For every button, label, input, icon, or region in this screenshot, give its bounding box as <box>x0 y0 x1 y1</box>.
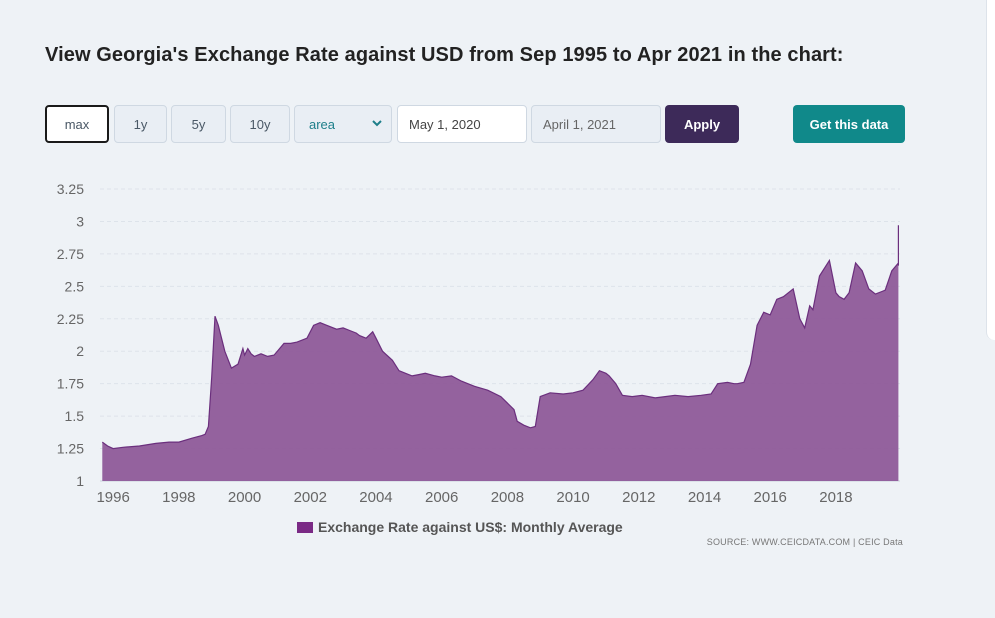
y-tick-label: 1.75 <box>57 376 84 392</box>
range-button-1y[interactable]: 1y <box>114 105 167 143</box>
x-tick-label: 2012 <box>622 489 655 506</box>
x-tick-label: 2000 <box>228 489 261 506</box>
get-data-button[interactable]: Get this data <box>793 105 905 143</box>
apply-button[interactable]: Apply <box>665 105 739 143</box>
start-date-input[interactable]: May 1, 2020 <box>397 105 527 143</box>
y-tick-label: 2.75 <box>57 246 84 262</box>
x-tick-label: 2018 <box>819 489 852 506</box>
chevron-down-icon <box>371 117 383 132</box>
y-tick-label: 3 <box>76 213 84 229</box>
x-tick-label: 2004 <box>359 489 392 506</box>
series-area <box>102 225 899 481</box>
y-tick-label: 2 <box>76 343 84 359</box>
series-line <box>101 225 899 450</box>
x-tick-label: 2014 <box>688 489 721 506</box>
source-note: SOURCE: WWW.CEICDATA.COM | CEIC Data <box>706 537 903 547</box>
range-button-10y[interactable]: 10y <box>230 105 290 143</box>
y-tick-label: 1 <box>76 473 84 489</box>
x-tick-label: 2010 <box>556 489 589 506</box>
chart-type-value: area <box>309 116 336 132</box>
side-panel-edge <box>986 0 995 340</box>
range-button-max[interactable]: max <box>45 105 109 143</box>
y-tick-label: 2.25 <box>57 311 84 327</box>
legend-swatch <box>297 521 313 533</box>
x-tick-label: 1996 <box>96 489 129 506</box>
y-tick-label: 1.25 <box>57 441 84 457</box>
page-title: View Georgia's Exchange Rate against USD… <box>45 44 844 66</box>
legend-label: Exchange Rate against US$: Monthly Avera… <box>318 519 623 535</box>
range-button-5y[interactable]: 5y <box>171 105 226 143</box>
y-tick-label: 2.5 <box>65 278 85 294</box>
chart-type-select[interactable]: area <box>294 105 392 143</box>
x-tick-label: 2008 <box>491 489 524 506</box>
chart-legend[interactable]: Exchange Rate against US$: Monthly Avera… <box>297 519 623 535</box>
x-tick-label: 2016 <box>754 489 787 506</box>
x-tick-label: 1998 <box>162 489 195 506</box>
x-tick-label: 2002 <box>294 489 327 506</box>
end-date-input[interactable]: April 1, 2021 <box>531 105 661 143</box>
x-tick-label: 2006 <box>425 489 458 506</box>
y-tick-label: 3.25 <box>57 181 84 197</box>
y-tick-label: 1.5 <box>65 408 85 424</box>
